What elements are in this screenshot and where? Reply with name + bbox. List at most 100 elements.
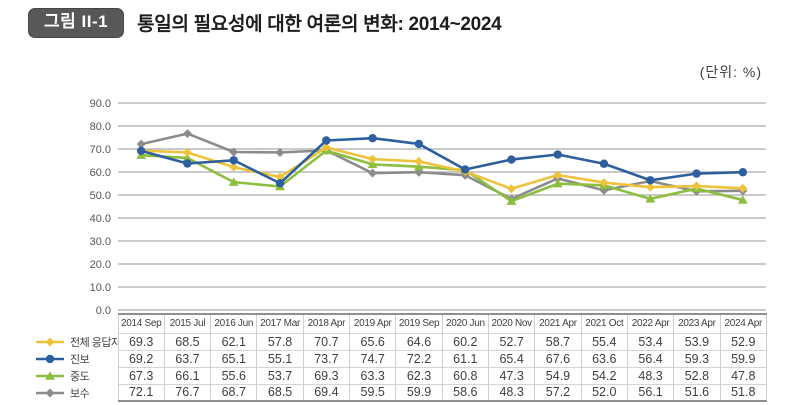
table-value-cell: 70.7 xyxy=(302,332,351,350)
data-table-wrap: 2014 Sep 2015 Jul 2016 Jun 2017 Mar 2018 Apr… xyxy=(30,313,768,402)
y-axis-tick-label: 90.0 xyxy=(90,98,111,110)
y-axis-tick-label: 50.0 xyxy=(90,190,111,202)
data-point-marker xyxy=(506,196,517,205)
table-col-header: 2021 Oct xyxy=(580,313,628,333)
legend-label-moderate: 중도 xyxy=(70,370,90,383)
table-row-conservative: 보수 72.1 76.7 68.7 68.5 69.4 59.5 59.9 58.6 48.3 57… xyxy=(30,383,768,402)
table-value-cell: 52.7 xyxy=(487,332,536,350)
data-point-marker xyxy=(229,162,239,172)
data-point-marker xyxy=(553,170,563,180)
legend-marker-progressive-icon xyxy=(36,354,64,363)
data-point-marker xyxy=(275,179,285,188)
table-value-cell: 61.1 xyxy=(441,349,490,367)
data-point-marker xyxy=(321,142,331,152)
data-point-marker xyxy=(367,159,378,169)
data-point-marker xyxy=(692,181,702,191)
table-value-cell: 64.6 xyxy=(395,332,443,350)
data-point-marker xyxy=(645,182,655,192)
table-value-cell: 68.5 xyxy=(163,332,212,350)
table-col-header: 2021 Apr xyxy=(534,313,582,333)
data-point-marker xyxy=(507,155,516,164)
data-point-marker xyxy=(45,370,55,380)
table-value-cell: 62.3 xyxy=(395,366,443,384)
legend-item-progressive: 진보 xyxy=(30,350,118,367)
table-value-cell: 56.4 xyxy=(626,349,675,367)
table-value-cell: 51.8 xyxy=(719,383,768,402)
data-point-marker xyxy=(738,168,748,177)
y-axis-tick-label: 20.0 xyxy=(90,259,111,271)
table-row-progressive: 진보 69.2 63.7 65.1 55.1 73.7 74.7 72.2 61.1 65.4 67… xyxy=(30,349,768,367)
table-value-cell: 59.9 xyxy=(395,383,443,402)
y-axis-tick-label: 40.0 xyxy=(90,213,111,225)
table-value-cell: 65.1 xyxy=(210,349,258,367)
data-point-marker xyxy=(182,153,193,162)
table-value-cell: 48.3 xyxy=(487,383,536,402)
table-col-header: 2024 Apr xyxy=(719,313,768,333)
y-axis-tick-label: 60.0 xyxy=(90,167,111,179)
data-point-marker xyxy=(275,172,285,182)
table-value-cell: 55.4 xyxy=(580,332,628,350)
table-value-cell: 68.7 xyxy=(210,383,258,402)
legend-item-conservative: 보수 xyxy=(30,384,118,401)
table-value-cell: 74.7 xyxy=(349,349,397,367)
table-value-cell: 52.9 xyxy=(719,332,768,350)
table-header-row: 2014 Sep 2015 Jul 2016 Jun 2017 Mar 2018 Apr… xyxy=(30,313,768,333)
legend-marker-all-respondents-icon xyxy=(36,337,64,346)
table-value-cell: 65.6 xyxy=(349,332,397,350)
data-point-marker xyxy=(182,147,192,157)
legend-label-progressive: 진보 xyxy=(70,353,90,366)
table-value-cell: 63.3 xyxy=(349,366,397,384)
figure-title: 통일의 필요성에 대한 여론의 변화: 2014~2024 xyxy=(137,14,502,36)
data-point-marker xyxy=(460,165,470,174)
table-value-cell: 69.2 xyxy=(117,349,165,367)
legend-label-all-respondents: 전체 응답자 xyxy=(70,336,118,349)
y-axis-tick-label: 0.0 xyxy=(96,305,111,317)
figure-number-badge: 그림 II-1 xyxy=(28,8,125,38)
table-value-cell: 65.4 xyxy=(487,349,536,367)
y-axis-tick-label: 30.0 xyxy=(90,236,111,248)
table-value-cell: 55.6 xyxy=(210,366,258,384)
table-value-cell: 53.4 xyxy=(626,332,675,350)
data-point-marker xyxy=(737,195,748,204)
legend-marker-conservative-icon xyxy=(36,388,64,397)
data-point-marker xyxy=(182,129,192,139)
table-value-cell: 58.6 xyxy=(441,383,490,402)
table-value-cell: 69.3 xyxy=(117,332,165,350)
table-value-cell: 72.2 xyxy=(395,349,443,367)
data-point-marker xyxy=(738,183,748,193)
legend-marker-moderate-icon xyxy=(36,370,64,380)
table-value-cell: 53.7 xyxy=(256,366,304,384)
data-point-marker xyxy=(692,169,701,178)
table-value-cell: 63.7 xyxy=(163,349,212,367)
table-value-cell: 63.6 xyxy=(580,349,628,367)
table-value-cell: 53.9 xyxy=(673,332,721,350)
table-value-cell: 51.6 xyxy=(673,383,721,402)
table-col-header: 2019 Sep xyxy=(395,313,443,333)
table-value-cell: 54.9 xyxy=(534,366,582,384)
data-table-body: 2014 Sep 2015 Jul 2016 Jun 2017 Mar 2018 Apr… xyxy=(30,313,768,402)
table-value-cell: 62.1 xyxy=(210,332,258,350)
table-value-cell: 57.2 xyxy=(534,383,582,402)
data-point-marker xyxy=(136,139,146,149)
table-value-cell: 52.8 xyxy=(673,366,721,384)
data-point-marker xyxy=(368,154,378,164)
data-point-marker xyxy=(45,354,55,363)
series-progressive xyxy=(136,133,748,188)
table-row-all-respondents: 전체 응답자 69.3 68.5 62.1 57.8 70.7 65.6 64.6 60.2 52… xyxy=(30,332,768,350)
data-point-marker xyxy=(229,147,239,157)
table-value-cell: 48.3 xyxy=(626,366,675,384)
table-value-cell: 55.1 xyxy=(256,349,304,367)
data-point-marker xyxy=(368,133,377,143)
table-col-header: 2015 Jul xyxy=(163,313,212,333)
unit-label: (단위: %) xyxy=(699,64,762,80)
table-value-cell: 60.2 xyxy=(441,332,490,350)
data-point-marker xyxy=(599,159,609,168)
table-col-header: 2018 Apr xyxy=(302,313,351,333)
data-point-marker xyxy=(552,178,563,188)
table-col-header: 2020 Nov xyxy=(487,313,536,333)
data-point-marker xyxy=(322,136,331,145)
data-point-marker xyxy=(553,150,562,159)
legend-item-all-respondents: 전체 응답자 xyxy=(30,333,118,350)
table-col-header: 2022 Apr xyxy=(626,313,675,333)
